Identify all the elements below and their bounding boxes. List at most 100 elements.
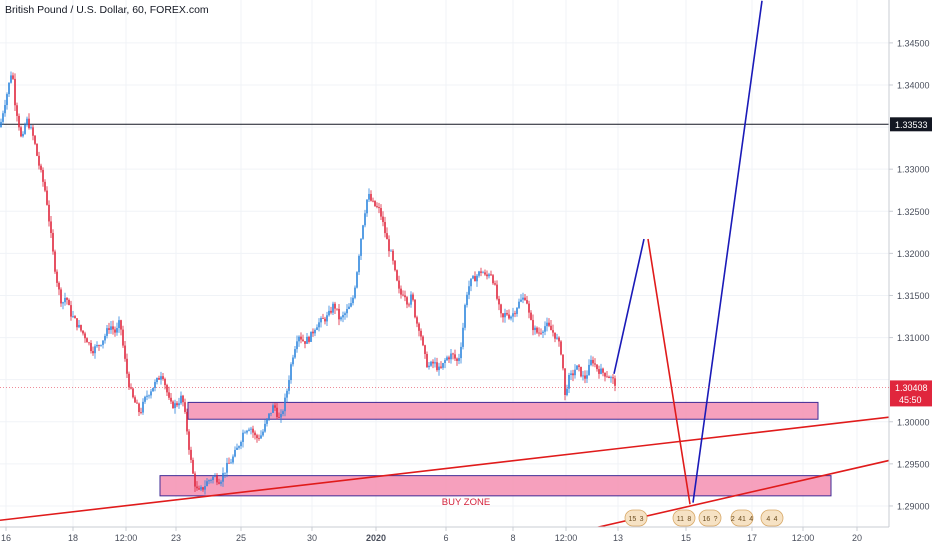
candle-body: [414, 299, 416, 318]
candle-body: [4, 105, 6, 114]
candle-body: [270, 412, 272, 414]
candle-body: [150, 391, 152, 396]
candle-body: [84, 333, 86, 339]
candle-body: [96, 345, 98, 347]
candle-body: [354, 287, 356, 298]
candle-body: [328, 310, 330, 316]
trendline: [647, 238, 691, 505]
candle-body: [70, 305, 72, 317]
candle-body: [76, 318, 78, 328]
candle-body: [186, 411, 188, 432]
candle-body: [590, 359, 592, 365]
candle-body: [488, 274, 490, 277]
candle-body: [344, 313, 346, 315]
candle-body: [146, 395, 148, 397]
candle-body: [178, 403, 180, 406]
candle-body: [534, 327, 536, 331]
candle-body: [40, 165, 42, 170]
candle-body: [312, 331, 314, 334]
x-tick-label: 23: [171, 533, 181, 543]
event-badge-text: 15 3: [628, 516, 643, 523]
candle-body: [284, 397, 286, 412]
candle-body: [268, 413, 270, 419]
candle-body: [522, 297, 524, 300]
candle-body: [386, 233, 388, 240]
y-tick-label: 1.33000: [897, 165, 930, 175]
candle-body: [482, 272, 484, 274]
candle-body: [280, 414, 282, 418]
candle-body: [474, 276, 476, 282]
candle-body: [530, 312, 532, 320]
candle-body: [356, 272, 358, 288]
candle-body: [148, 395, 150, 397]
x-tick-label: 15: [681, 533, 691, 543]
candle-body: [580, 366, 582, 377]
candle-body: [610, 377, 612, 379]
candle-body: [140, 412, 142, 413]
candle-body: [472, 276, 474, 279]
candle-body: [8, 82, 10, 95]
candle-body: [398, 280, 400, 289]
time-axis-bg: [0, 527, 932, 550]
trendline: [539, 452, 923, 542]
countdown-text: 45:50: [899, 395, 922, 405]
candle-body: [588, 364, 590, 376]
candle-body: [64, 297, 66, 303]
x-tick-label: 12:00: [792, 533, 815, 543]
candle-body: [558, 337, 560, 342]
x-tick-label: 12:00: [115, 533, 138, 543]
candle-body: [90, 342, 92, 352]
candle-body: [272, 405, 274, 413]
candle-body: [58, 282, 60, 290]
event-badge[interactable]: 11 8: [672, 509, 696, 527]
event-badge[interactable]: 2 41 4: [730, 509, 754, 527]
candle-body: [128, 373, 130, 388]
candle-body: [302, 339, 304, 342]
candle-body: [456, 358, 458, 361]
x-tick-label: 17: [747, 533, 757, 543]
candle-body: [526, 300, 528, 304]
candle-body: [454, 354, 456, 359]
candle-body: [224, 472, 226, 474]
event-badge[interactable]: 16 ?: [698, 509, 722, 527]
candle-body: [330, 310, 332, 313]
candle-body: [560, 341, 562, 355]
event-badge[interactable]: 4 4: [760, 509, 784, 527]
candle-body: [236, 447, 238, 450]
candle-body: [172, 401, 174, 409]
candle-body: [42, 169, 44, 182]
candle-body: [510, 316, 512, 319]
candle-body: [100, 344, 102, 346]
candle-body: [574, 369, 576, 376]
candle-body: [436, 362, 438, 371]
candle-body: [296, 341, 298, 350]
price-level-tag-text: 1.33533: [895, 120, 928, 130]
candle-body: [596, 364, 598, 370]
chart-title: British Pound / U.S. Dollar, 60, FOREX.c…: [5, 4, 209, 16]
event-badge[interactable]: 15 3: [624, 509, 648, 527]
candle-body: [234, 449, 236, 457]
candle-body: [336, 308, 338, 310]
candle-body: [174, 403, 176, 409]
candle-body: [380, 208, 382, 217]
candle-body: [476, 275, 478, 282]
candle-body: [194, 473, 196, 487]
candle-body: [444, 360, 446, 363]
candle-body: [110, 326, 112, 330]
candle-body: [484, 272, 486, 275]
candle-body: [478, 271, 480, 276]
candle-body: [0, 121, 2, 128]
candle-body: [12, 75, 14, 79]
candle-body: [122, 329, 124, 346]
candle-body: [94, 346, 96, 354]
candle-body: [310, 331, 312, 342]
candle-body: [448, 357, 450, 360]
candle-body: [464, 305, 466, 328]
candle-body: [294, 349, 296, 358]
candle-body: [378, 207, 380, 209]
candle-body: [458, 358, 460, 361]
candle-body: [420, 330, 422, 337]
candle-body: [460, 346, 462, 359]
